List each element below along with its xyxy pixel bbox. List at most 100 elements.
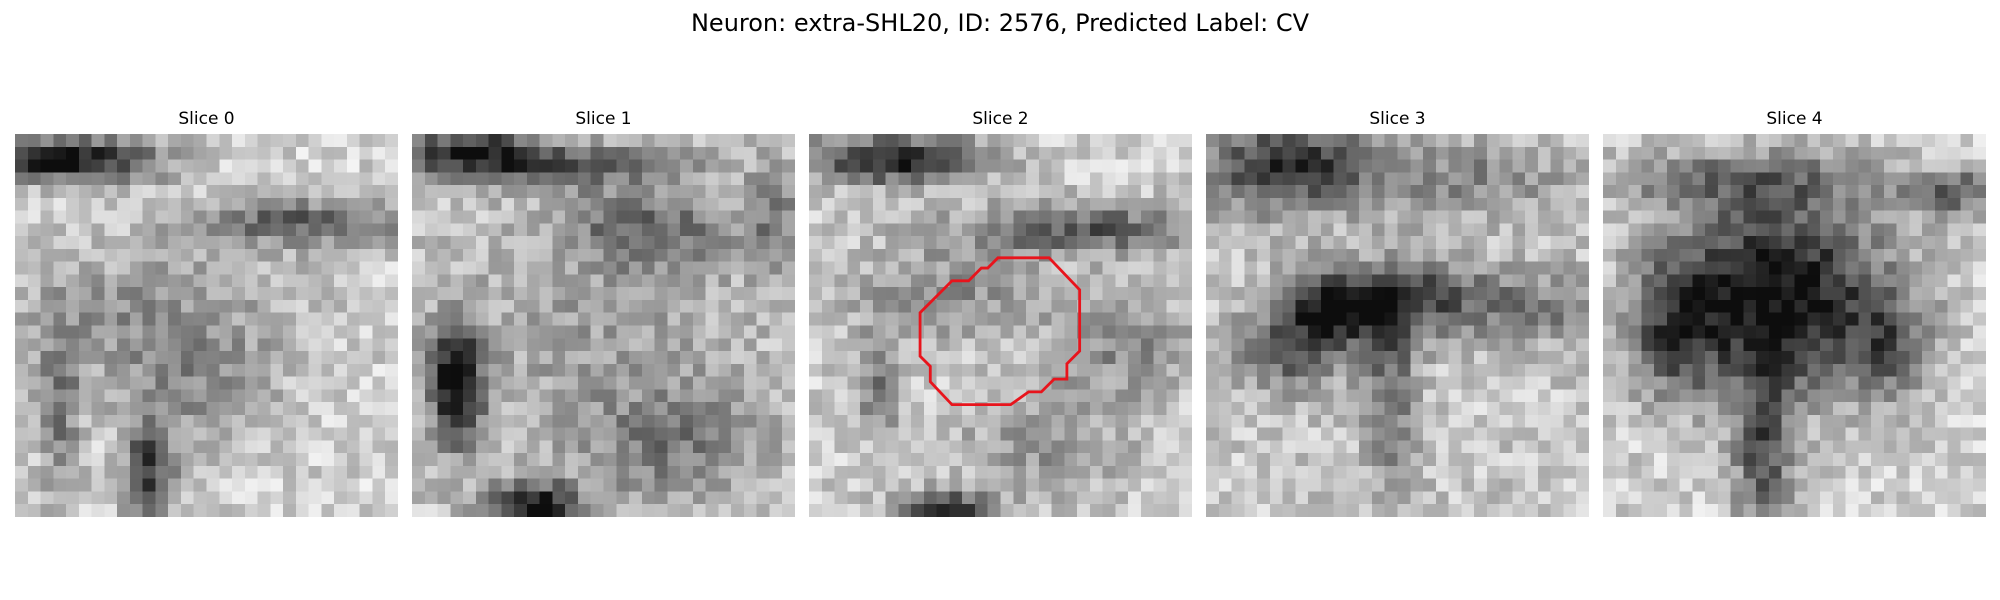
image-pixel — [117, 261, 131, 275]
image-pixel — [539, 427, 553, 441]
image-pixel — [1756, 210, 1770, 224]
image-pixel — [321, 440, 335, 454]
image-pixel — [1371, 185, 1385, 199]
image-pixel — [974, 172, 988, 186]
image-pixel — [142, 274, 156, 288]
image-pixel — [1089, 236, 1103, 250]
image-pixel — [1333, 440, 1347, 454]
image-pixel — [412, 159, 426, 173]
image-pixel — [1973, 325, 1986, 339]
image-pixel — [539, 299, 553, 313]
image-pixel — [1231, 134, 1245, 148]
image-pixel — [872, 223, 886, 237]
image-pixel — [78, 185, 92, 199]
image-pixel — [1384, 389, 1398, 403]
image-pixel — [232, 504, 246, 517]
image-pixel — [334, 146, 348, 160]
image-pixel — [1410, 453, 1424, 467]
image-pixel — [1960, 478, 1974, 492]
image-pixel — [346, 210, 360, 224]
image-pixel — [475, 414, 489, 428]
image-pixel — [1692, 248, 1706, 262]
image-pixel — [257, 248, 271, 262]
image-pixel — [155, 402, 169, 416]
image-pixel — [424, 146, 438, 160]
image-pixel — [1128, 453, 1142, 467]
image-pixel — [1666, 172, 1680, 186]
image-pixel — [91, 427, 105, 441]
image-pixel — [1140, 172, 1154, 186]
image-pixel — [1922, 389, 1936, 403]
image-pixel — [731, 248, 745, 262]
image-pixel — [514, 223, 528, 237]
image-pixel — [1026, 427, 1040, 441]
image-pixel — [1756, 414, 1770, 428]
image-pixel — [872, 197, 886, 211]
image-pixel — [129, 465, 143, 479]
image-pixel — [1333, 185, 1347, 199]
image-pixel — [1666, 465, 1680, 479]
image-pixel — [501, 172, 515, 186]
image-pixel — [27, 363, 41, 377]
image-pixel — [1537, 351, 1551, 365]
image-pixel — [1794, 504, 1808, 517]
image-pixel — [308, 236, 322, 250]
image-pixel — [27, 491, 41, 505]
image-pixel — [616, 504, 630, 517]
image-pixel — [475, 210, 489, 224]
image-pixel — [372, 274, 386, 288]
image-pixel — [936, 197, 950, 211]
image-pixel — [1000, 274, 1014, 288]
image-pixel — [1269, 402, 1283, 416]
image-pixel — [1896, 440, 1910, 454]
image-pixel — [1871, 248, 1885, 262]
image-pixel — [40, 325, 54, 339]
image-pixel — [539, 465, 553, 479]
image-pixel — [1537, 261, 1551, 275]
image-pixel — [1692, 312, 1706, 326]
image-pixel — [949, 159, 963, 173]
image-pixel — [885, 504, 899, 517]
image-pixel — [847, 363, 861, 377]
image-pixel — [692, 312, 706, 326]
image-pixel — [437, 197, 451, 211]
image-pixel — [450, 363, 464, 377]
image-pixel — [1346, 159, 1360, 173]
image-pixel — [1333, 197, 1347, 211]
image-pixel — [974, 146, 988, 160]
image-pixel — [834, 414, 848, 428]
image-pixel — [769, 376, 783, 390]
image-pixel — [834, 134, 848, 148]
image-pixel — [1781, 389, 1795, 403]
image-pixel — [1794, 299, 1808, 313]
image-pixel — [1537, 363, 1551, 377]
image-pixel — [1077, 440, 1091, 454]
image-pixel — [526, 363, 540, 377]
image-pixel — [1845, 185, 1859, 199]
image-pixel — [667, 185, 681, 199]
image-pixel — [1947, 172, 1961, 186]
image-pixel — [180, 185, 194, 199]
image-pixel — [1692, 338, 1706, 352]
image-pixel — [526, 325, 540, 339]
image-pixel — [1102, 172, 1116, 186]
image-pixel — [705, 236, 719, 250]
image-pixel — [539, 351, 553, 365]
image-pixel — [1743, 312, 1757, 326]
image-pixel — [962, 159, 976, 173]
image-pixel — [1896, 325, 1910, 339]
image-pixel — [206, 427, 220, 441]
image-pixel — [923, 223, 937, 237]
image-pixel — [1628, 363, 1642, 377]
image-pixel — [1883, 134, 1897, 148]
image-pixel — [180, 248, 194, 262]
image-pixel — [1820, 197, 1834, 211]
image-pixel — [821, 478, 835, 492]
image-pixel — [1371, 491, 1385, 505]
image-pixel — [743, 223, 757, 237]
image-pixel — [78, 351, 92, 365]
image-pixel — [526, 134, 540, 148]
image-pixel — [1947, 185, 1961, 199]
image-pixel — [1781, 248, 1795, 262]
image-pixel — [962, 338, 976, 352]
